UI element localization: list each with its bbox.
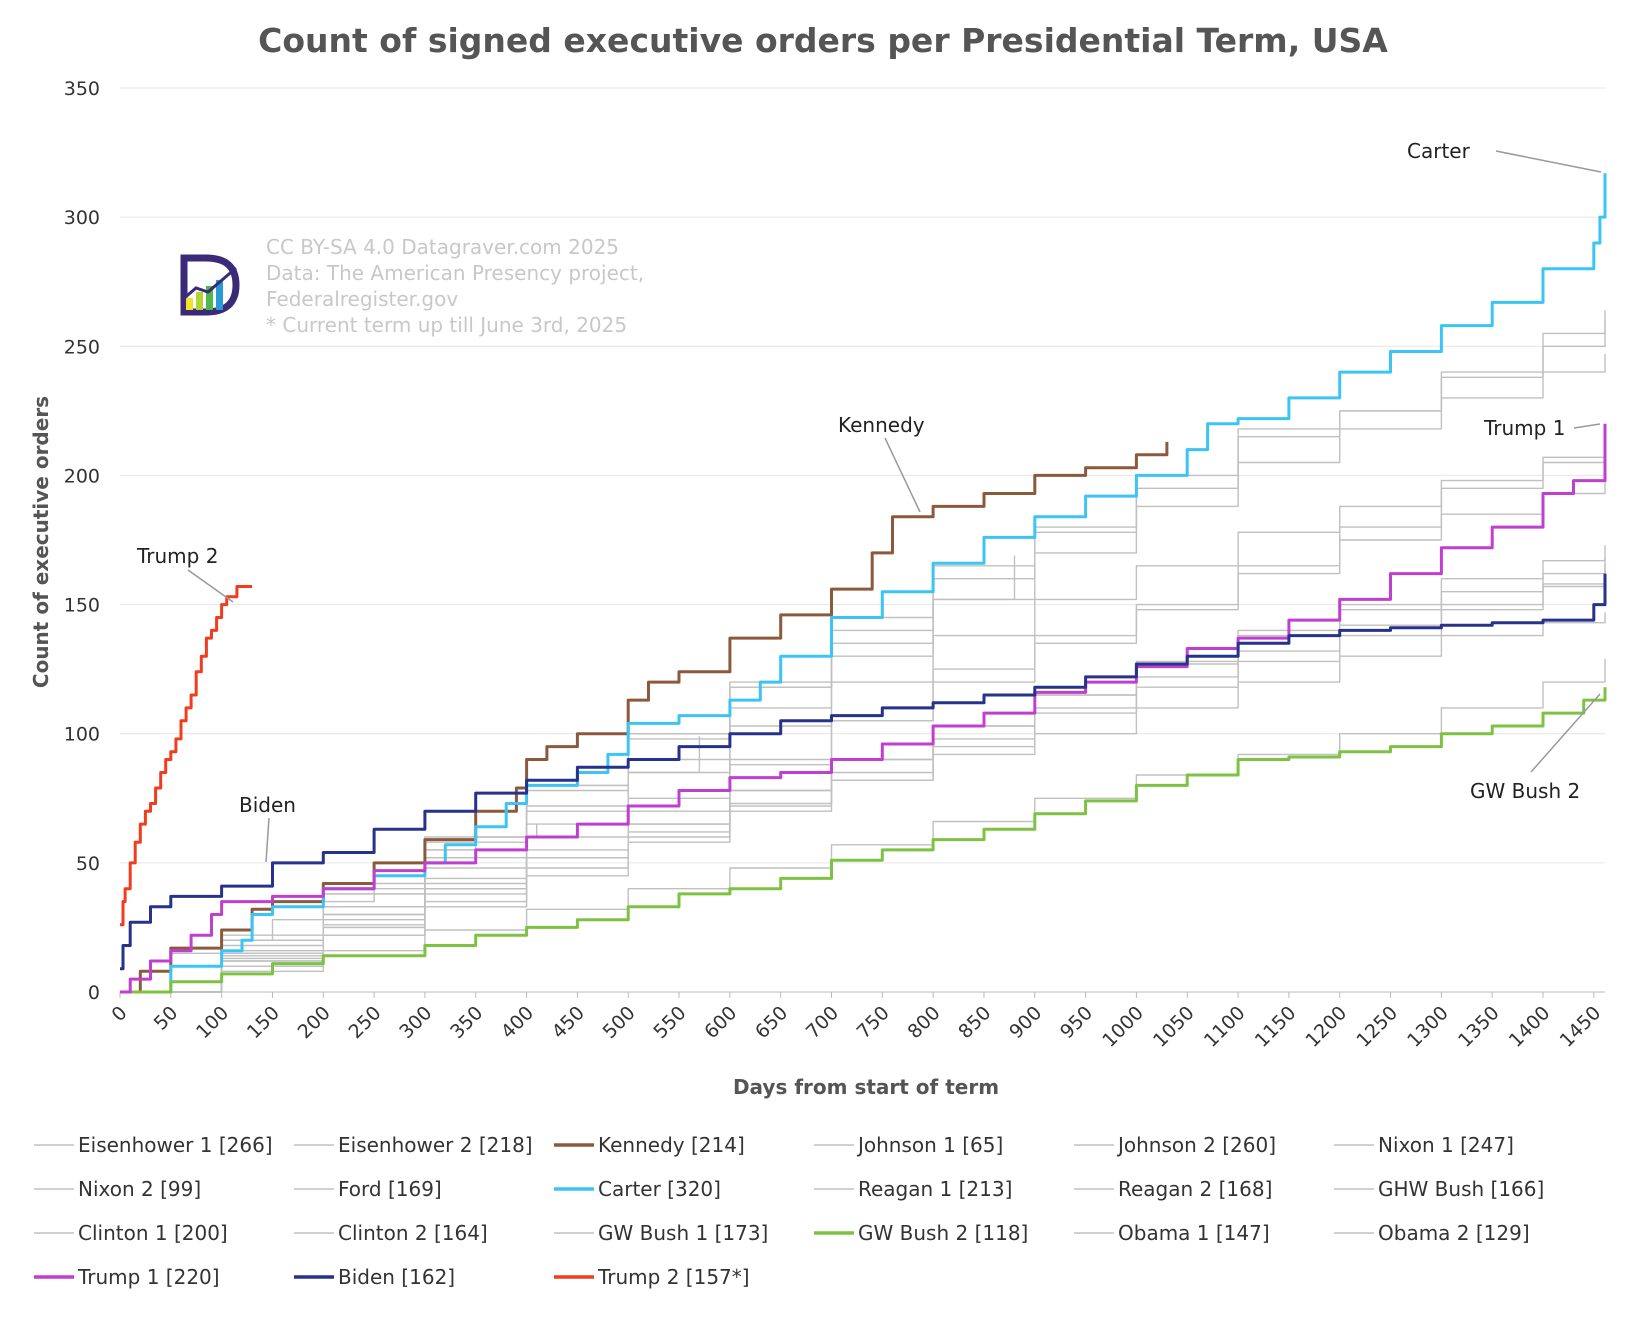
series-line-trump-2	[120, 585, 253, 927]
x-tick-label: 1050	[1149, 1002, 1199, 1052]
legend-label-eisenhower-1: Eisenhower 1 [266]	[78, 1133, 273, 1157]
y-tick-label: 100	[64, 724, 100, 746]
annotation-gw-bush-2: GW Bush 2	[1470, 779, 1580, 803]
legend-label-ford: Ford [169]	[338, 1177, 442, 1201]
x-tick-label: 450	[548, 1002, 589, 1043]
x-tick-label: 100	[192, 1002, 233, 1043]
y-tick-label: 350	[64, 78, 100, 100]
y-tick-label: 0	[88, 982, 100, 1004]
legend-label-gw-bush-2: GW Bush 2 [118]	[858, 1221, 1028, 1245]
x-tick-label: 300	[395, 1002, 436, 1043]
legend-label-gw-bush-1: GW Bush 1 [173]	[598, 1221, 768, 1245]
legend-label-carter: Carter [320]	[598, 1177, 721, 1201]
legend-label-nixon-1: Nixon 1 [247]	[1378, 1133, 1514, 1157]
series-line-gw-bush-2	[120, 687, 1607, 994]
legend-label-eisenhower-2: Eisenhower 2 [218]	[338, 1133, 533, 1157]
legend-label-nixon-2: Nixon 2 [99]	[78, 1177, 201, 1201]
y-tick-label: 250	[64, 336, 100, 358]
credit-line-1: CC BY-SA 4.0 Datagraver.com 2025	[266, 235, 619, 259]
x-tick-label: 50	[150, 1002, 183, 1035]
x-tick-label: 1450	[1556, 1002, 1606, 1052]
y-tick-label: 50	[76, 853, 100, 875]
x-tick-label: 750	[853, 1002, 894, 1043]
legend-label-trump-2: Trump 2 [157*]	[597, 1265, 750, 1289]
x-tick-label: 650	[751, 1002, 792, 1043]
credit-line-2: Data: The American Presency project,	[266, 261, 644, 285]
series-group-highlighted	[120, 173, 1607, 994]
annotation-biden: Biden	[239, 793, 296, 817]
series-line-reagan-2	[120, 558, 1606, 993]
y-axis-ticks: 0 50 100 150 200 250 300 350	[64, 78, 100, 1004]
x-tick-label: 1100	[1200, 1002, 1250, 1052]
credit-line-3: Federalregister.gov	[266, 287, 458, 311]
annotation-trump-1: Trump 1	[1483, 416, 1565, 440]
gridlines	[120, 87, 1605, 993]
annotations: Carter Kennedy Trump 1 Trump 2 Biden GW …	[136, 139, 1602, 863]
annotation-carter: Carter	[1407, 139, 1471, 163]
legend-label-obama-2: Obama 2 [129]	[1378, 1221, 1530, 1245]
x-tick-label: 1350	[1454, 1002, 1504, 1052]
x-tick-label: 0	[107, 1002, 131, 1026]
legend-label-reagan-2: Reagan 2 [168]	[1118, 1177, 1272, 1201]
annotation-trump-2: Trump 2	[136, 544, 218, 568]
credit-line-4: * Current term up till June 3rd, 2025	[266, 313, 627, 337]
x-tick-label: 550	[649, 1002, 690, 1043]
series-line-eisenhower-2	[120, 431, 1606, 993]
x-tick-label: 250	[344, 1002, 385, 1043]
annotation-kennedy: Kennedy	[838, 413, 925, 437]
datagraver-logo	[180, 254, 240, 316]
series-line-gw-bush-1	[120, 545, 1606, 993]
series-line-trump-1	[120, 423, 1607, 994]
y-tick-label: 150	[64, 595, 100, 617]
x-tick-label: 800	[903, 1002, 944, 1043]
legend-label-obama-1: Obama 1 [147]	[1118, 1221, 1270, 1245]
legend-label-reagan-1: Reagan 1 [213]	[858, 1177, 1012, 1201]
series-line-nixon-1	[120, 354, 1606, 993]
x-tick-label: 700	[802, 1002, 843, 1043]
x-tick-label: 850	[954, 1002, 995, 1043]
x-tick-label: 1200	[1301, 1002, 1351, 1052]
x-tick-label: 1150	[1251, 1002, 1301, 1052]
x-tick-label: 1000	[1098, 1002, 1148, 1052]
legend-label-trump-1: Trump 1 [220]	[77, 1265, 220, 1289]
x-tick-label: 900	[1005, 1002, 1046, 1043]
legend-label-ghw-bush: GHW Bush [166]	[1378, 1177, 1544, 1201]
legend-label-johnson-1: Johnson 1 [65]	[856, 1133, 1003, 1157]
y-tick-label: 200	[64, 465, 100, 487]
chart-title: Count of signed executive orders per Pre…	[258, 21, 1388, 60]
x-tick-label: 1300	[1403, 1002, 1453, 1052]
x-tick-label: 200	[294, 1002, 335, 1043]
legend: Eisenhower 1 [266] Eisenhower 2 [218] Kenn…	[34, 1133, 1544, 1289]
series-line-obama-2	[120, 658, 1606, 993]
series-line-kennedy	[120, 441, 1169, 994]
series-line-biden	[120, 573, 1607, 971]
legend-label-clinton-1: Clinton 1 [200]	[78, 1221, 228, 1245]
x-tick-label: 1400	[1505, 1002, 1555, 1052]
x-tick-label: 400	[497, 1002, 538, 1043]
x-tick-label: 950	[1056, 1002, 1097, 1043]
x-axis-ticks: 0 50 100 150 200 250 300 350 400 450 500 550 600 650 7…	[107, 992, 1605, 1052]
x-tick-label: 350	[446, 1002, 487, 1043]
x-tick-label: 600	[700, 1002, 741, 1043]
y-axis-title: Count of executive orders	[29, 396, 53, 688]
x-axis-title: Days from start of term	[733, 1075, 999, 1099]
series-line-obama-1	[120, 612, 1606, 993]
legend-label-kennedy: Kennedy [214]	[598, 1133, 745, 1157]
legend-label-biden: Biden [162]	[338, 1265, 455, 1289]
x-tick-label: 500	[599, 1002, 640, 1043]
credits-block: CC BY-SA 4.0 Datagraver.com 2025 Data: T…	[266, 235, 644, 337]
x-tick-label: 1250	[1352, 1002, 1402, 1052]
legend-label-johnson-2: Johnson 2 [260]	[1116, 1133, 1276, 1157]
y-tick-label: 300	[64, 207, 100, 229]
legend-label-clinton-2: Clinton 2 [164]	[338, 1221, 488, 1245]
x-tick-label: 150	[243, 1002, 284, 1043]
